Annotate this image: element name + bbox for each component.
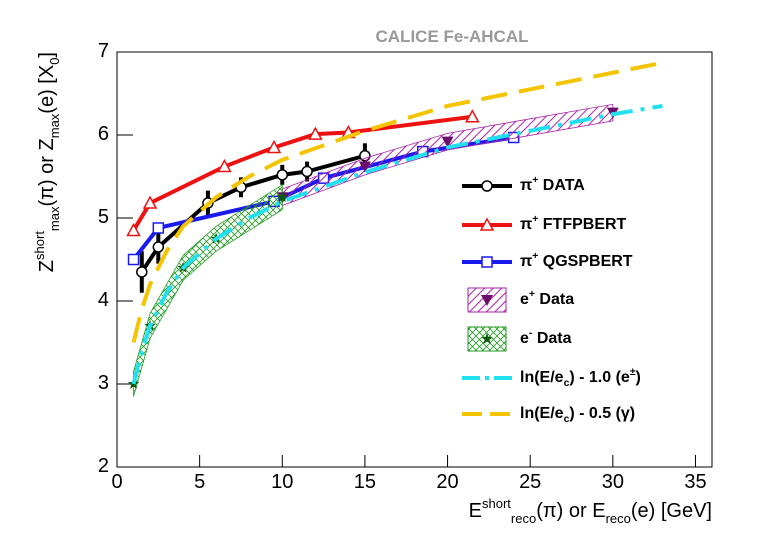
data-point <box>217 158 232 173</box>
legend-item: π+ FTFPBERT <box>462 214 627 233</box>
legend-item: ln(E/ec) - 1.0 (e±) <box>462 367 641 389</box>
x-tick-label: 20 <box>436 471 458 493</box>
data-point <box>441 136 454 148</box>
chart-title: CALICE Fe-AHCAL <box>376 27 529 46</box>
x-tick-label: 30 <box>602 471 624 493</box>
legend-label: π+ QGSPBERT <box>520 251 633 270</box>
data-point <box>127 253 140 266</box>
x-tick-label: 25 <box>519 471 541 493</box>
data-point <box>152 222 165 234</box>
legend-marker <box>479 217 495 231</box>
data-point <box>126 222 141 237</box>
legend-label: e- Data <box>520 328 572 347</box>
legend-item: e+ Data <box>467 287 574 313</box>
y-tick-label: 3 <box>98 372 109 394</box>
y-tick-label: 7 <box>98 40 109 62</box>
legend-item: π+ DATA <box>462 175 585 194</box>
series-line <box>131 103 663 385</box>
x-tick-label: 35 <box>684 471 706 493</box>
error-band <box>133 184 283 397</box>
legend-marker <box>481 333 493 344</box>
legend-marker <box>481 295 493 306</box>
x-tick-label: 5 <box>194 471 205 493</box>
legend-label: ln(E/ec) - 1.0 (e±) <box>520 367 641 389</box>
y-tick-label: 2 <box>98 455 109 477</box>
data-point <box>276 191 288 203</box>
data-point <box>266 139 282 154</box>
data-point <box>301 165 313 178</box>
plot-frame <box>116 51 713 468</box>
legend-label: e+ Data <box>520 289 574 308</box>
y-tick-label: 6 <box>98 123 109 145</box>
y-tick-label: 4 <box>98 289 109 311</box>
data-point <box>276 169 289 181</box>
data-point <box>308 126 323 140</box>
x-tick-label: 10 <box>271 471 293 493</box>
y-tick-label: 5 <box>98 206 109 228</box>
x-tick-label: 15 <box>354 471 376 493</box>
legend-item: π+ QGSPBERT <box>462 251 633 270</box>
x-tick-label: 0 <box>111 471 122 493</box>
legend-label: π+ FTFPBERT <box>520 214 627 233</box>
series-line <box>131 60 663 343</box>
legend-marker <box>481 256 493 268</box>
y-axis-label: Zshortmax(π) or Zmax(e) [X0] <box>32 52 62 272</box>
data-point <box>358 161 371 173</box>
data-point <box>136 266 148 278</box>
data-point <box>465 109 480 123</box>
x-axis-label: Eshortreco(π) or Ereco(e) [GeV] <box>469 496 712 526</box>
legend-label: ln(E/ec) - 0.5 (γ) <box>520 405 635 425</box>
data-point <box>142 195 158 209</box>
data-point <box>152 241 165 253</box>
series-line <box>131 135 514 261</box>
legend-item: ln(E/ec) - 0.5 (γ) <box>462 405 635 425</box>
legend-item: e- Data <box>467 326 572 352</box>
legend-marker <box>481 180 493 192</box>
legend-label: π+ DATA <box>520 175 585 194</box>
